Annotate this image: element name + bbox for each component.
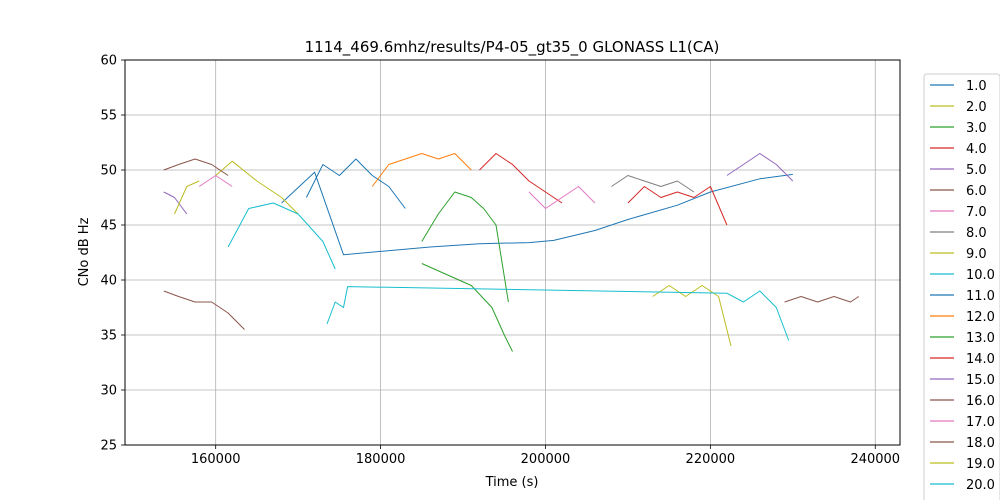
legend: 1.0 2.0 3.0 4.0 5.0 6.0 7.0 8.0 9.0 10.0 11.0 12.0 1… <box>923 73 1000 500</box>
legend-label: 16.0 <box>966 394 995 409</box>
legend-label: 2.0 <box>966 100 987 115</box>
series-line-3 <box>421 191 509 303</box>
series-line-19 <box>174 180 200 215</box>
legend-label: 13.0 <box>966 331 995 346</box>
series-line-1 <box>281 171 793 256</box>
y-tick-label: 55 <box>100 109 117 124</box>
series-line-12 <box>371 153 472 187</box>
y-axis-label: CNo dB Hz <box>77 217 92 286</box>
legend-label: 7.0 <box>966 205 987 220</box>
series-line-7 <box>528 186 596 209</box>
legend-label: 20.0 <box>966 478 995 493</box>
legend-label: 14.0 <box>966 352 995 367</box>
legend-label: 11.0 <box>966 289 995 304</box>
y-tick-label: 60 <box>100 54 117 69</box>
series-line-15 <box>163 191 188 215</box>
plot-series <box>163 153 860 352</box>
legend-label: 18.0 <box>966 436 995 451</box>
plot-frame <box>124 59 901 446</box>
series-line-2 <box>215 160 299 215</box>
series-line-8 <box>611 175 695 193</box>
axis-ticks: 160000 180000 200000 220000 240000 25 30 35 40 45… <box>100 54 900 468</box>
grid <box>125 59 900 446</box>
series-line-9 <box>652 285 732 347</box>
series-line-17 <box>198 175 233 187</box>
series-line-16 <box>784 296 860 303</box>
legend-box <box>923 73 1000 500</box>
series-line-13 <box>421 263 513 352</box>
series-line-11 <box>305 158 406 209</box>
x-axis-label: Time (s) <box>485 475 539 490</box>
y-tick-label: 40 <box>100 274 117 289</box>
legend-label: 4.0 <box>966 142 987 157</box>
y-tick-label: 50 <box>100 164 117 179</box>
series-line-4 <box>479 153 563 204</box>
legend-label: 19.0 <box>966 457 995 472</box>
series-line-18 <box>163 158 229 176</box>
legend-label: 8.0 <box>966 226 987 241</box>
y-tick-label: 35 <box>100 329 117 344</box>
x-tick-label: 180000 <box>356 452 406 467</box>
x-tick-label: 200000 <box>521 452 571 467</box>
legend-label: 15.0 <box>966 373 995 388</box>
legend-label: 10.0 <box>966 268 995 283</box>
x-tick-label: 220000 <box>686 452 736 467</box>
x-tick-label: 240000 <box>850 452 900 467</box>
legend-label: 12.0 <box>966 310 995 325</box>
y-tick-label: 25 <box>100 439 117 454</box>
y-tick-label: 30 <box>100 384 117 399</box>
series-line-20 <box>326 286 790 341</box>
legend-label: 3.0 <box>966 121 987 136</box>
legend-label: 9.0 <box>966 247 987 262</box>
legend-label: 1.0 <box>966 79 987 94</box>
legend-label: 6.0 <box>966 184 987 199</box>
series-line-5 <box>726 153 794 182</box>
legend-label: 17.0 <box>966 415 995 430</box>
x-tick-label: 160000 <box>191 452 241 467</box>
chart-title: 1114_469.6mhz/results/P4-05_gt35_0 GLONA… <box>305 38 720 57</box>
series-line-14 <box>627 186 728 226</box>
series-line-10 <box>227 202 336 270</box>
y-tick-label: 45 <box>100 219 117 234</box>
series-line-6 <box>163 290 245 330</box>
legend-label: 5.0 <box>966 163 987 178</box>
